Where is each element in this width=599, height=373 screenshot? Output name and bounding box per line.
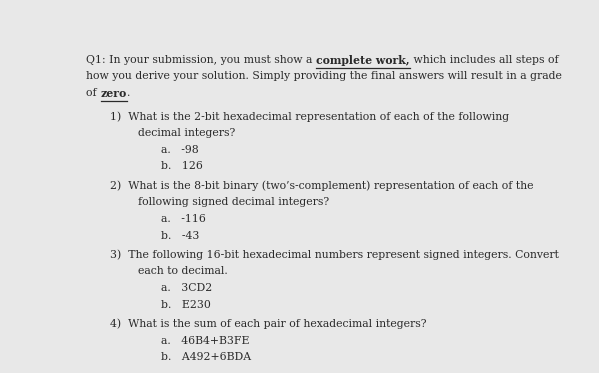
Text: which includes all steps of: which includes all steps of: [410, 55, 558, 65]
Text: complete work,: complete work,: [316, 55, 410, 66]
Text: how you derive your solution. Simply providing the final answers will result in : how you derive your solution. Simply pro…: [86, 72, 562, 81]
Text: a.   -98: a. -98: [161, 145, 198, 155]
Text: a.   -116: a. -116: [161, 214, 205, 224]
Text: each to decimal.: each to decimal.: [138, 266, 227, 276]
Text: decimal integers?: decimal integers?: [138, 128, 235, 138]
Text: a.   3CD2: a. 3CD2: [161, 283, 212, 293]
Text: 2)  What is the 8-bit binary (two’s-complement) representation of each of the: 2) What is the 8-bit binary (two’s-compl…: [110, 181, 533, 191]
Text: 1)  What is the 2-bit hexadecimal representation of each of the following: 1) What is the 2-bit hexadecimal represe…: [110, 112, 509, 122]
Text: 4)  What is the sum of each pair of hexadecimal integers?: 4) What is the sum of each pair of hexad…: [110, 319, 426, 329]
Text: Q1: In your submission, you must show a: Q1: In your submission, you must show a: [86, 55, 316, 65]
Text: following signed decimal integers?: following signed decimal integers?: [138, 197, 329, 207]
Text: of: of: [86, 88, 101, 98]
Text: 3)  The following 16-bit hexadecimal numbers represent signed integers. Convert: 3) The following 16-bit hexadecimal numb…: [110, 250, 558, 260]
Text: .: .: [127, 88, 130, 98]
Text: b.   126: b. 126: [161, 162, 202, 172]
Text: b.   -43: b. -43: [161, 231, 199, 241]
Text: a.   46B4+B3FE: a. 46B4+B3FE: [161, 335, 249, 345]
Text: b.   E230: b. E230: [161, 300, 211, 310]
Text: b.   A492+6BDA: b. A492+6BDA: [161, 352, 251, 362]
Text: zero: zero: [101, 88, 127, 99]
